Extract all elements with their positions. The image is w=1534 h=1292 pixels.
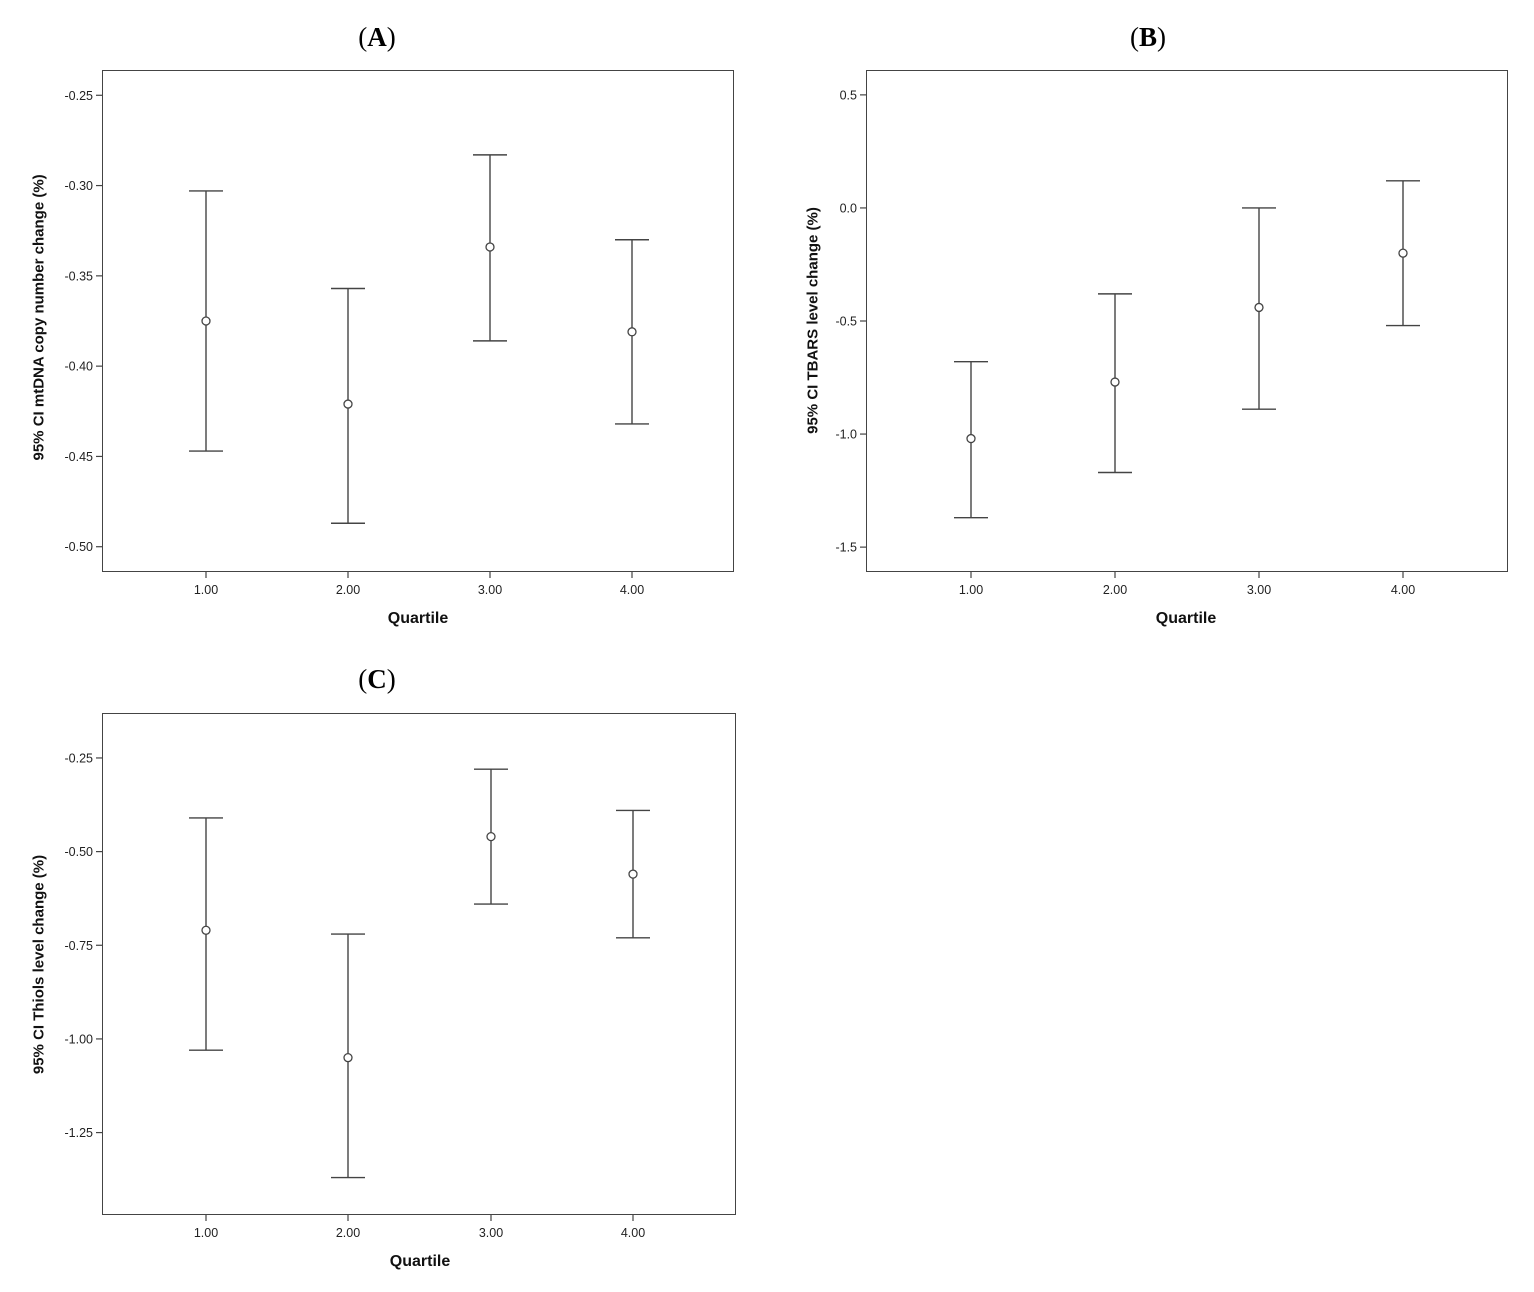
panel-b-x-tick-label: 3.00 [1247,583,1271,597]
panel-a-y-tick-label: -0.50 [65,540,94,554]
panel-b-plot-area [866,70,1508,572]
panel-c-mean-point [201,925,211,935]
panel-c-x-tick-label: 3.00 [479,1226,503,1240]
panel-a-x-tick-label: 1.00 [194,583,218,597]
panel-a-y-tick-label: -0.35 [65,269,94,283]
panel-b-x-tick-label: 2.00 [1103,583,1127,597]
panel-c-mean-point [343,1053,353,1063]
panel-a-title: (A) [358,22,396,52]
panel-b-y-tick-label: 0.5 [840,88,857,102]
panel-c-y-tick-label: -0.25 [65,751,94,765]
panel-b-label: B [1138,22,1157,52]
panel-c-x-axis-label: Quartile [389,1253,451,1270]
panel-b-x-axis-label: Quartile [1155,610,1217,627]
panel-a-mean-point [201,316,211,326]
panel-a-x-tick-label: 4.00 [620,583,644,597]
panel-c-mean-point [486,831,496,842]
panel-b-x-tick-label: 1.00 [959,583,983,597]
panel-c-y-tick-label: -1.00 [65,1032,94,1046]
panel-b-y-tick-label: -1.5 [835,541,857,555]
panel-c-y-tick-label: -1.25 [65,1126,94,1140]
panel-a-mean-point [343,399,353,409]
panel-a-y-tick-label: -0.25 [65,89,94,103]
panel-c-label: C [367,664,387,694]
panel-a-y-tick-label: -0.45 [65,450,94,464]
panel-a-label: A [367,22,387,52]
panel-b-y-tick-label: -1.0 [835,428,857,442]
panel-b-mean-point [1398,248,1408,258]
panel-b-mean-point [966,433,976,444]
panel-a-y-tick-label: -0.30 [65,179,94,193]
panel-c-y-tick-label: -0.50 [65,845,94,859]
panel-a-x-tick-label: 2.00 [336,583,360,597]
panel-a-mean-point [627,327,637,337]
panel-a-x-tick-label: 3.00 [478,583,502,597]
panel-b-title: (B) [1129,22,1166,52]
panel-b-y-tick-label: -0.5 [835,315,857,329]
panel-a-x-axis-label: Quartile [387,610,449,627]
panel-b-mean-point [1254,302,1264,313]
panel-b-x-tick-label: 4.00 [1391,583,1415,597]
panel-c-x-tick-label: 1.00 [194,1226,218,1240]
panel-a-y-tick-label: -0.40 [65,360,94,374]
panel-c-mean-point [628,869,638,879]
panel-c-plot-area [102,713,736,1215]
panel-c-x-tick-label: 4.00 [621,1226,645,1240]
panel-b-y-tick-label: 0.0 [840,201,857,215]
panel-c-y-tick-label: -0.75 [65,939,94,953]
panel-c-x-tick-label: 2.00 [336,1226,360,1240]
panel-c-title: (C) [358,664,396,694]
panel-a-mean-point [485,242,495,252]
panel-b-mean-point [1110,377,1120,387]
